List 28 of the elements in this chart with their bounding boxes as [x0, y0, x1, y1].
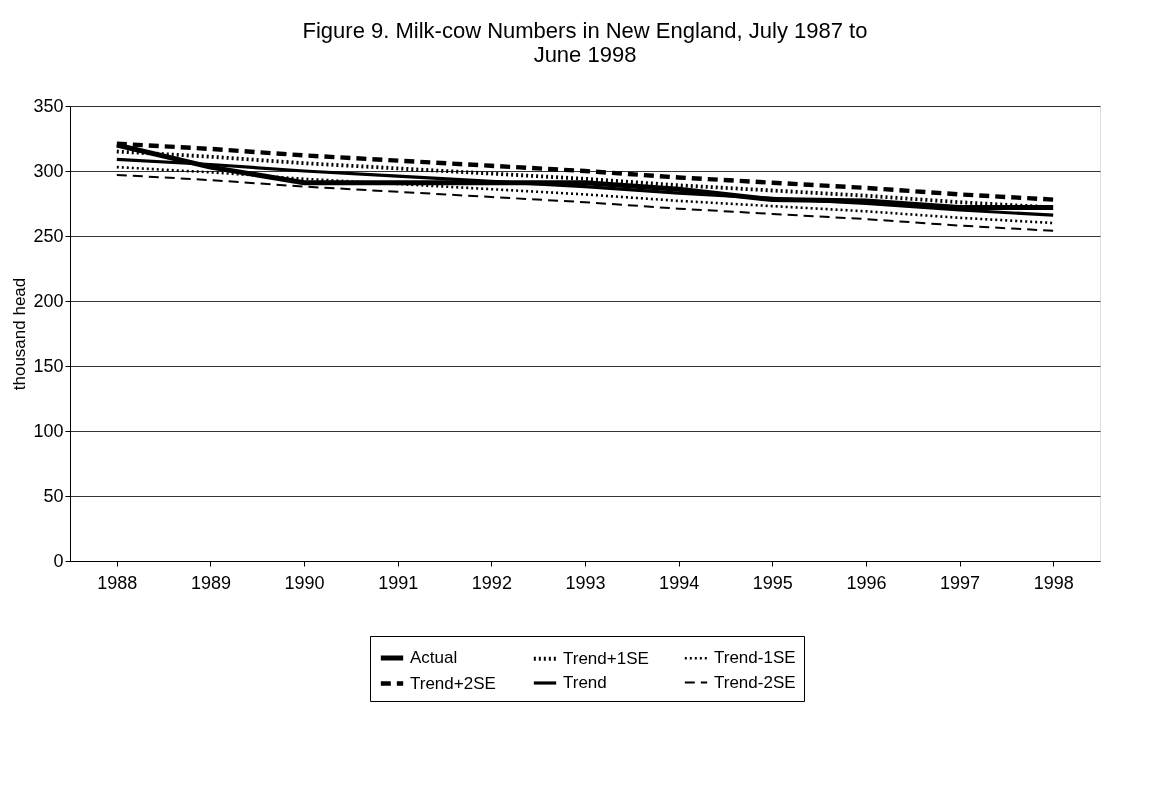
x-tick-label: 1989 [190, 572, 231, 593]
text: Figure 9. Milk-cow Numbers in New England, July 1987 to [302, 18, 868, 43]
x-tick-label: 1995 [752, 572, 793, 593]
legend-label: Actual [410, 648, 458, 667]
x-tick-label: 1998 [1033, 572, 1074, 593]
x-tick-label: 1992 [471, 572, 512, 593]
y-axis-title: thousand head [10, 277, 30, 391]
legend-label: Trend-1SE [714, 648, 796, 668]
legend-label: Trend-2SE [714, 672, 796, 692]
y-tick-label: 300 [33, 160, 64, 181]
x-tick-label: 1991 [378, 572, 419, 593]
y-tick-label: 200 [33, 290, 64, 311]
x-tick-label: 1993 [565, 572, 606, 593]
y-tick-label: 0 [53, 550, 64, 571]
text: June 1998 [533, 42, 637, 67]
y-tick-label: 50 [43, 485, 64, 506]
y-tick-label: 150 [33, 355, 64, 376]
legend-label: Trend+1SE [563, 648, 649, 668]
x-tick-label: 1988 [97, 572, 138, 593]
x-tick-label: 1996 [846, 572, 887, 593]
x-tick-label: 1994 [659, 572, 700, 593]
y-tick-label: 100 [33, 420, 64, 441]
legend-label: Trend+2SE [410, 673, 496, 693]
legend-label: Trend [563, 673, 607, 692]
x-tick-label: 1990 [284, 572, 325, 593]
y-tick-label: 350 [33, 95, 64, 116]
x-tick-label: 1997 [940, 572, 981, 593]
y-tick-label: 250 [33, 225, 64, 246]
